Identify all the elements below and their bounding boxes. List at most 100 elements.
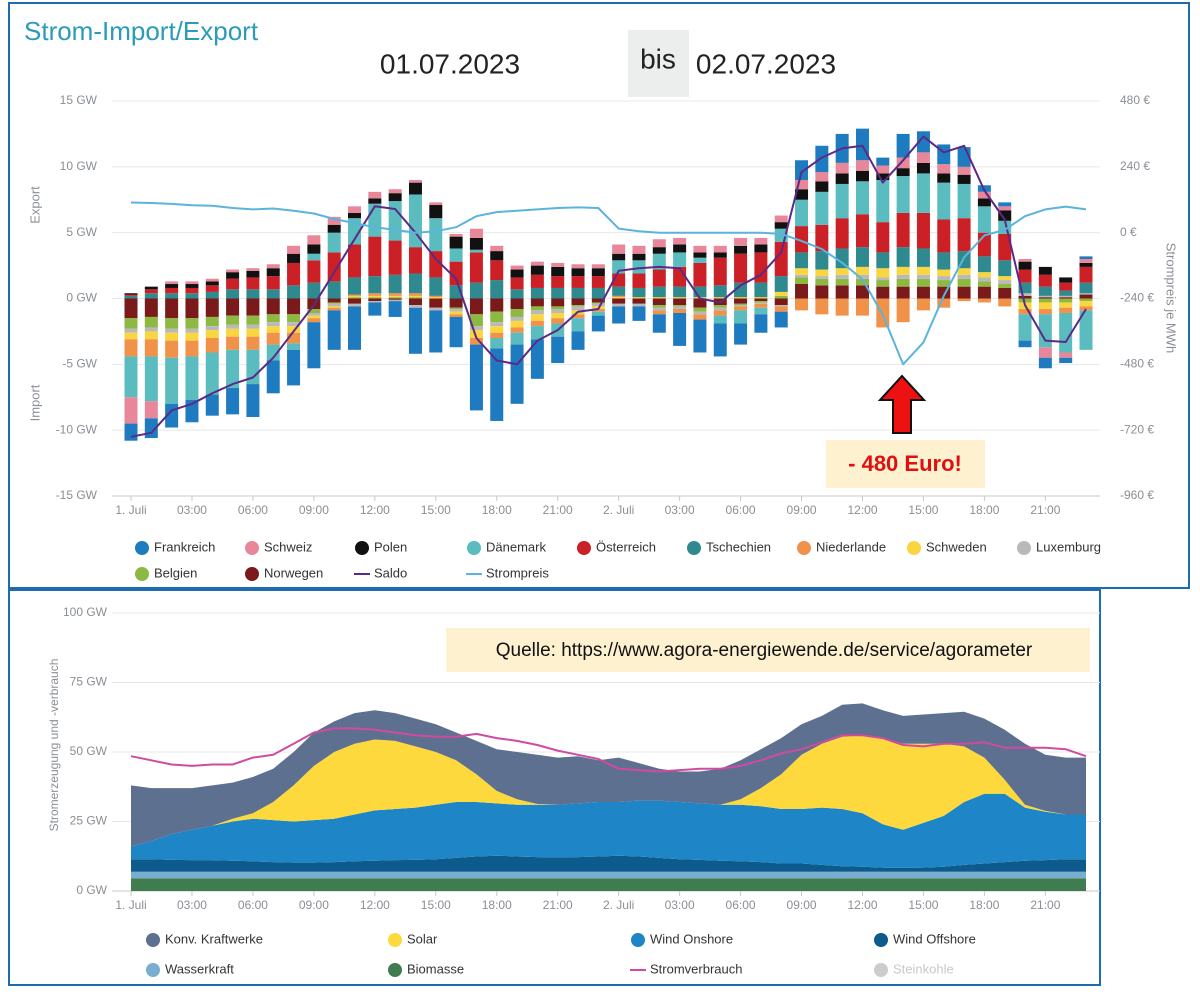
bar	[287, 285, 301, 299]
bar	[551, 287, 565, 299]
bar	[1038, 347, 1052, 358]
annotation: - 480 Euro!	[848, 451, 962, 476]
bar	[713, 252, 727, 258]
bar	[896, 278, 910, 287]
y-tick-label: 10 GW	[60, 159, 98, 173]
bar	[388, 274, 402, 294]
bar	[876, 277, 890, 281]
bar	[998, 298, 1012, 307]
bar	[266, 360, 280, 394]
source: Quelle: https://www.agora-energiewende.d…	[496, 640, 1033, 661]
bar	[774, 306, 788, 312]
bar	[571, 264, 585, 269]
x-tick-label: 12:00	[847, 503, 877, 517]
bar	[469, 314, 483, 327]
bar	[429, 205, 443, 219]
bar	[368, 203, 382, 237]
bar	[1018, 295, 1032, 299]
bar	[998, 280, 1012, 285]
bar	[530, 339, 544, 379]
bar	[896, 176, 910, 213]
bar	[165, 281, 179, 285]
bottom-panel-border	[8, 589, 1101, 986]
bar	[226, 324, 240, 329]
bar	[998, 260, 1012, 277]
bar	[855, 298, 869, 316]
bar	[490, 322, 504, 327]
bar	[591, 287, 605, 299]
top-chart: -15 GW -10 GW -5 GW 0 GW 5 GW 10 GW 15 GW 1. Ju…	[56, 93, 1154, 581]
bar	[408, 307, 422, 354]
bar	[469, 237, 483, 250]
bar	[612, 295, 626, 298]
bar	[144, 298, 158, 317]
bar	[408, 247, 422, 274]
legend-marker	[874, 963, 888, 977]
bar	[937, 298, 951, 308]
bar	[1079, 259, 1093, 263]
bar	[571, 314, 585, 319]
y2-tick-label: -480 €	[1120, 357, 1154, 371]
bar	[165, 357, 179, 404]
bar	[327, 307, 341, 311]
y-tick-label: 5 GW	[66, 225, 97, 239]
bar	[673, 298, 687, 306]
bar	[815, 145, 829, 173]
bar	[998, 202, 1012, 207]
bar	[571, 276, 585, 288]
x-tick-label: 21:00	[543, 898, 573, 912]
bar	[855, 278, 869, 286]
bar	[896, 157, 910, 169]
bar	[530, 265, 544, 275]
x-tick-label: 09:00	[787, 503, 817, 517]
bar	[307, 282, 321, 299]
bar	[226, 336, 240, 350]
bar	[754, 307, 768, 315]
bar	[510, 265, 524, 270]
bar	[530, 298, 544, 307]
bar	[734, 303, 748, 306]
bar	[226, 298, 240, 316]
bar	[855, 285, 869, 299]
x-tick-label: 06:00	[726, 503, 756, 517]
legend-label: Konv. Kraftwerke	[165, 931, 263, 946]
bar	[876, 222, 890, 253]
bar	[449, 307, 463, 310]
y-tick-label: 50 GW	[70, 744, 108, 758]
bar	[937, 219, 951, 253]
x-tick-label: 06:00	[238, 503, 268, 517]
bar	[571, 305, 585, 307]
bar	[632, 297, 646, 299]
bar	[571, 268, 585, 277]
bar	[327, 303, 341, 307]
bar	[652, 298, 666, 306]
legend-marker	[907, 541, 921, 555]
bar	[673, 252, 687, 267]
bar	[774, 295, 788, 299]
bar	[307, 253, 321, 261]
y-tick-label: 15 GW	[60, 93, 98, 107]
bar	[998, 287, 1012, 299]
bar	[876, 173, 890, 180]
bar	[855, 181, 869, 215]
bar	[388, 240, 402, 275]
bar	[977, 272, 991, 278]
bar	[1038, 357, 1052, 369]
bar	[449, 309, 463, 312]
bar	[226, 272, 240, 279]
bar	[612, 244, 626, 254]
bar	[327, 216, 341, 225]
bar	[571, 298, 585, 306]
bar	[937, 144, 951, 165]
bar	[551, 336, 565, 364]
x-tick-label: 1. Juli	[115, 898, 146, 912]
bar	[368, 293, 382, 296]
bar	[977, 206, 991, 233]
bar	[754, 301, 768, 303]
bar	[916, 212, 930, 249]
bar	[287, 314, 301, 323]
bar	[632, 306, 646, 321]
bar	[144, 339, 158, 357]
bar	[246, 289, 260, 299]
bar	[815, 191, 829, 225]
